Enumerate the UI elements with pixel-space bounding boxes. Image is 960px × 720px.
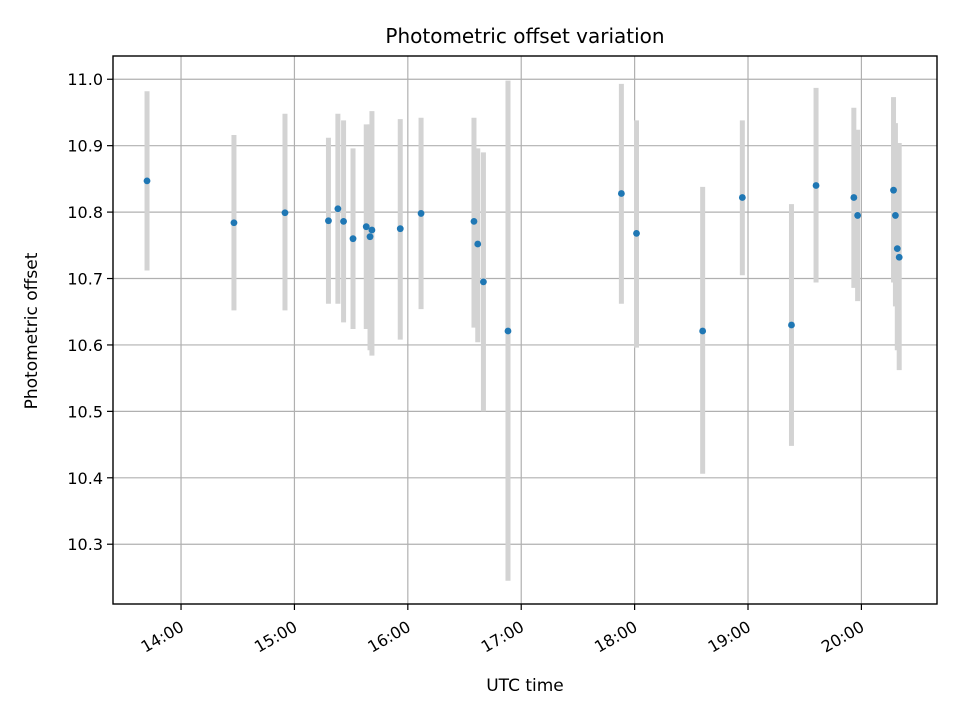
- data-point: [895, 253, 903, 261]
- data-point: [633, 229, 640, 237]
- y-tick-label: 11.0: [67, 70, 103, 89]
- y-tick-label: 10.8: [67, 203, 103, 222]
- data-point: [504, 327, 512, 335]
- y-tick-label: 10.7: [67, 270, 103, 289]
- data-point: [396, 225, 404, 233]
- data-point: [788, 321, 795, 329]
- data-point: [334, 205, 342, 213]
- y-tick-label: 10.5: [67, 402, 103, 421]
- data-point: [738, 194, 746, 201]
- chart-title: Photometric offset variation: [385, 24, 664, 48]
- data-point: [362, 223, 370, 231]
- data-point: [474, 240, 482, 248]
- y-axis-ticks: 10.3 10.4 10.5 10.6 10.7 10.8 10.9 11.0: [67, 70, 113, 554]
- data-point: [699, 327, 707, 335]
- data-point: [230, 219, 238, 227]
- data-point: [893, 245, 901, 253]
- y-tick-label: 10.3: [67, 535, 103, 554]
- data-point: [480, 278, 487, 286]
- y-axis-label: Photometric offset: [22, 252, 42, 409]
- data-point: [854, 212, 862, 219]
- data-point: [812, 182, 820, 189]
- data-point: [366, 233, 374, 241]
- y-tick-label: 10.6: [67, 336, 103, 355]
- data-point: [890, 186, 897, 194]
- data-point: [368, 226, 376, 234]
- grid: [113, 56, 937, 604]
- data-point: [850, 194, 858, 201]
- y-tick-label: 10.9: [67, 137, 103, 156]
- data-point: [349, 235, 357, 243]
- data-point: [340, 217, 347, 225]
- y-tick-label: 10.4: [67, 469, 103, 488]
- data-point: [417, 210, 425, 217]
- plot-frame: [112, 55, 938, 605]
- data-point: [892, 212, 899, 219]
- data-point: [617, 190, 625, 197]
- data-points: [143, 177, 903, 335]
- x-axis-label: UTC time: [486, 676, 564, 696]
- data-point: [470, 217, 478, 225]
- data-point: [143, 177, 151, 185]
- data-point: [325, 217, 332, 225]
- data-point: [281, 209, 289, 217]
